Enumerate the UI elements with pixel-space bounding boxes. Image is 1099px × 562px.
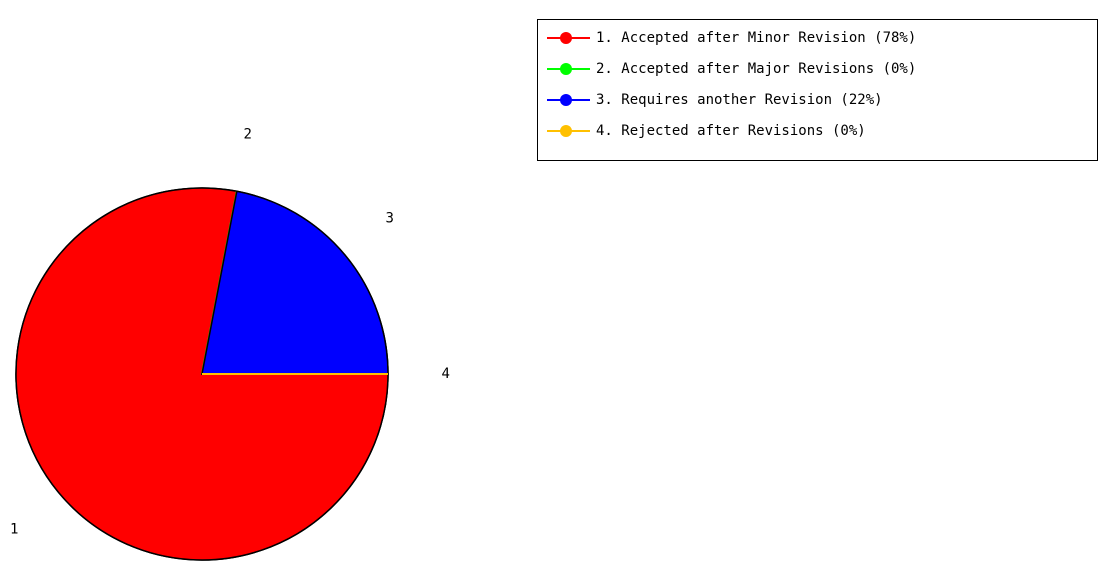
- legend-marker: [560, 32, 572, 44]
- legend-label: 1. Accepted after Minor Revision (78%): [596, 30, 916, 46]
- pie-slice: [201, 190, 389, 375]
- slice-label: 1: [10, 521, 18, 537]
- legend-box: [537, 19, 1098, 161]
- slice-label: 3: [386, 211, 394, 227]
- legend-marker: [560, 94, 572, 106]
- legend-marker: [560, 125, 572, 137]
- slice-label: 4: [441, 366, 449, 382]
- legend-label: 4. Rejected after Revisions (0%): [596, 123, 866, 139]
- legend-label: 2. Accepted after Major Revisions (0%): [596, 61, 916, 77]
- legend-marker: [560, 63, 572, 75]
- legend-label: 3. Requires another Revision (22%): [596, 92, 883, 108]
- slice-label: 2: [243, 127, 251, 143]
